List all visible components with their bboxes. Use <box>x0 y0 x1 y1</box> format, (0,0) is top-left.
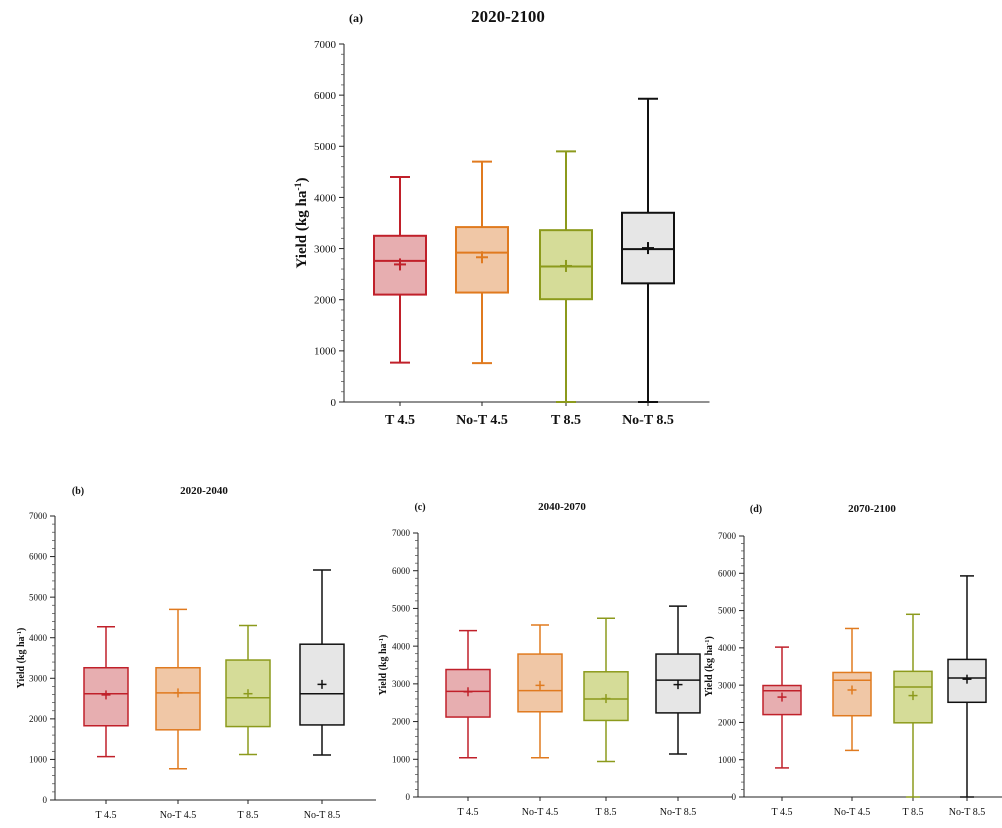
panel-2: 2040-2070 (c) 0 1000 2000 3000 4000 5000 6000 700… <box>378 501 732 818</box>
y-axis-label-text: Yield (kg ha <box>704 645 715 697</box>
panel-1: 2020-2040 (b) 0 1000 2000 3000 4000 5000 6000 700… <box>16 485 376 821</box>
y-axis-label: Yield (kg ha-1) <box>704 636 716 697</box>
x-tick-label: T 8.5 <box>551 413 581 428</box>
y-tick-label: 5000 <box>392 604 411 614</box>
y-tick-label: 6000 <box>314 90 337 102</box>
y-axis-label-end: ) <box>16 628 27 631</box>
box-0 <box>373 175 427 364</box>
y-tick-label: 7000 <box>314 39 337 51</box>
y-axis-label-sup: -1 <box>16 631 23 636</box>
x-tick-label: T 8.5 <box>903 807 924 818</box>
y-tick-label: 7000 <box>718 531 737 541</box>
panel-label: (b) <box>72 486 84 497</box>
y-tick-label: 2000 <box>314 295 337 307</box>
x-tick-label: No-T 8.5 <box>949 807 985 818</box>
y-tick-label: 3000 <box>718 680 737 690</box>
y-axis-label: Yield (kg ha-1) <box>293 178 311 269</box>
y-axis-label-sup: -1 <box>293 182 304 190</box>
y-tick-label: 3000 <box>392 679 411 689</box>
y-tick-label: 6000 <box>392 566 411 576</box>
y-tick-label: 1000 <box>314 346 337 358</box>
y-tick-label: 1000 <box>718 755 737 765</box>
chart-title: 2020-2040 <box>180 485 228 497</box>
x-tick-label: No-T 4.5 <box>456 413 508 428</box>
y-tick-label: 7000 <box>29 511 48 521</box>
x-tick-label: T 8.5 <box>596 807 617 818</box>
y-tick-label: 4000 <box>314 192 337 204</box>
y-axis-label-sup: -1 <box>378 638 385 643</box>
y-tick-label: 0 <box>43 795 48 805</box>
panel-label: (d) <box>750 504 762 515</box>
box-3 <box>655 605 701 755</box>
y-tick-label: 7000 <box>392 528 411 538</box>
y-axis-label-end: ) <box>378 635 389 638</box>
x-tick-label: No-T 8.5 <box>660 807 696 818</box>
y-axis-label-text: Yield (kg ha <box>294 190 310 268</box>
box-0 <box>445 629 491 759</box>
box-1 <box>155 608 201 770</box>
y-tick-label: 3000 <box>29 673 48 683</box>
chart-title: 2070-2100 <box>848 503 896 515</box>
box-0 <box>83 626 129 758</box>
y-tick-label: 4000 <box>29 633 48 643</box>
x-tick-label: No-T 4.5 <box>834 807 870 818</box>
y-tick-label: 6000 <box>718 568 737 578</box>
y-tick-label: 4000 <box>392 641 411 651</box>
y-tick-label: 2000 <box>392 717 411 727</box>
y-axis-label: Yield (kg ha-1) <box>16 628 28 689</box>
y-tick-label: 0 <box>331 397 337 409</box>
y-tick-label: 5000 <box>29 592 48 602</box>
y-axis-label-end: ) <box>704 636 715 639</box>
y-axis-label-text: Yield (kg ha <box>16 636 27 688</box>
panel-label: (c) <box>414 502 425 513</box>
box-3 <box>621 97 675 403</box>
y-tick-label: 0 <box>732 792 737 802</box>
x-tick-label: T 8.5 <box>238 810 259 821</box>
y-axis-label-sup: -1 <box>704 640 711 645</box>
x-tick-label: T 4.5 <box>385 413 415 428</box>
y-axis-label-end: ) <box>294 178 310 183</box>
y-tick-label: 3000 <box>314 243 337 255</box>
box-1 <box>517 624 563 759</box>
box-2 <box>539 150 593 403</box>
y-tick-label: 6000 <box>29 552 48 562</box>
x-tick-label: T 4.5 <box>772 807 793 818</box>
panel-3: 2070-2100 (d) 0 1000 2000 3000 4000 5000 6000 700… <box>704 503 1002 818</box>
y-axis-label: Yield (kg ha-1) <box>378 635 390 696</box>
y-axis-label-text: Yield (kg ha <box>378 643 389 695</box>
y-tick-label: 1000 <box>392 754 411 764</box>
panel-label: (a) <box>349 11 363 25</box>
box-2 <box>583 617 629 763</box>
y-tick-label: 4000 <box>718 643 737 653</box>
x-tick-label: T 4.5 <box>458 807 479 818</box>
x-tick-label: No-T 8.5 <box>304 810 340 821</box>
y-tick-label: 1000 <box>29 755 48 765</box>
box-3 <box>947 575 987 798</box>
y-tick-label: 2000 <box>29 714 48 724</box>
chart-title: 2040-2070 <box>538 501 586 513</box>
y-tick-label: 0 <box>406 792 411 802</box>
box-0 <box>762 646 802 769</box>
x-tick-label: No-T 4.5 <box>522 807 558 818</box>
panel-0: 2020-2100 (a) 0 1000 2000 3000 4000 5000 6000 700… <box>293 7 710 428</box>
x-tick-label: T 4.5 <box>96 810 117 821</box>
x-tick-label: No-T 8.5 <box>622 413 674 428</box>
box-2 <box>225 624 271 756</box>
x-tick-label: No-T 4.5 <box>160 810 196 821</box>
box-3 <box>299 569 345 756</box>
iqr-box <box>155 666 201 731</box>
box-1 <box>832 627 872 752</box>
y-tick-label: 5000 <box>718 606 737 616</box>
y-tick-label: 5000 <box>314 141 337 153</box>
box-2 <box>893 613 933 798</box>
chart-title: 2020-2100 <box>471 7 545 26</box>
box-1 <box>455 160 509 365</box>
y-tick-label: 2000 <box>718 718 737 728</box>
